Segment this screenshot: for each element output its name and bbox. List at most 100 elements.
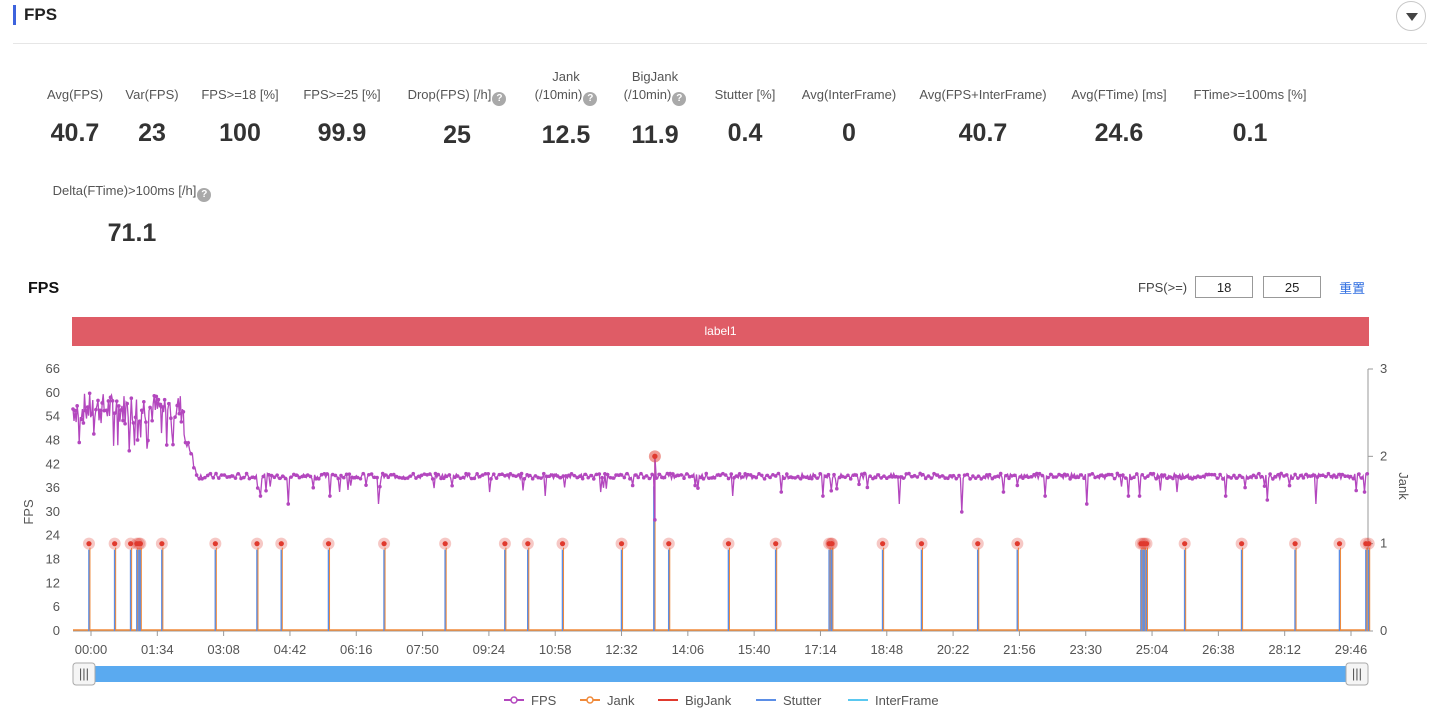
section-accent-bar (13, 5, 16, 25)
fps-point (608, 475, 613, 480)
fps-point (1332, 473, 1336, 477)
fps-point (1287, 483, 1292, 488)
legend-item-fps[interactable]: FPS (504, 693, 557, 708)
zoom-handle-right[interactable] (1345, 662, 1369, 686)
fps-point (230, 474, 235, 478)
fps-point (1318, 473, 1322, 478)
fps-point (837, 475, 842, 480)
fps-point (1021, 476, 1025, 480)
help-icon[interactable]: ? (492, 92, 507, 106)
fps-threshold-high-input[interactable] (1263, 276, 1322, 298)
jank-marker (1143, 541, 1150, 547)
fps-point (104, 408, 109, 413)
fps-point (662, 475, 667, 480)
fps-point (1134, 472, 1139, 476)
fps-point (458, 476, 463, 481)
fps-point (308, 474, 313, 479)
legend-item-jank[interactable]: Jank (580, 693, 635, 708)
metric-value: 11.9 (631, 121, 679, 149)
zoom-slider-track[interactable] (73, 666, 1368, 682)
fps-point (1301, 476, 1306, 480)
fps-point (127, 448, 132, 453)
label-band[interactable]: label1 (72, 317, 1369, 346)
fps-point (286, 502, 291, 506)
fps-point (572, 473, 577, 478)
fps-point (1176, 475, 1181, 479)
reset-link[interactable]: 重置 (1339, 280, 1366, 296)
fps-point (121, 418, 125, 423)
fps-point (650, 472, 654, 477)
fps-point (367, 472, 371, 477)
fps-point (893, 475, 897, 479)
fps-point (1201, 474, 1206, 479)
fps-point (425, 472, 429, 477)
zoom-handle-left[interactable] (72, 662, 96, 686)
legend-marker (586, 696, 594, 704)
fps-point (619, 473, 624, 477)
fps-point (909, 474, 914, 479)
metric-value: 99.9 (317, 119, 367, 147)
metric-fps-ge-25: FPS>=25 [%] 99.9 (296, 86, 388, 148)
fps-point (566, 473, 571, 478)
fps-point (541, 471, 546, 476)
fps-point (1065, 473, 1070, 477)
collapse-toggle-button[interactable] (1396, 1, 1426, 31)
fps-point (255, 486, 260, 490)
fps-point (996, 474, 1000, 478)
fps-point (1146, 474, 1150, 478)
fps-point (976, 474, 981, 478)
fps-point (489, 477, 493, 481)
fps-point (790, 475, 795, 480)
fps-point (1229, 476, 1234, 480)
jank-marker (112, 541, 118, 547)
fps-point (1129, 476, 1134, 481)
fps-point (1179, 476, 1184, 481)
fps-point (682, 476, 686, 481)
fps-point (1101, 474, 1106, 478)
legend-item-bigjank[interactable]: BigJank (658, 693, 732, 708)
jank-marker (278, 541, 284, 547)
fps-point (948, 474, 953, 478)
fps-point (416, 474, 421, 479)
fps-point (125, 401, 129, 406)
legend-item-stutter[interactable]: Stutter (756, 693, 822, 708)
fps-point (1001, 490, 1006, 494)
fps-point (589, 473, 593, 478)
jank-marker (618, 541, 625, 547)
fps-point (965, 472, 970, 477)
fps-point (1009, 474, 1014, 478)
fps-point (578, 474, 582, 479)
fps-point (921, 472, 925, 477)
fps-point (205, 473, 210, 478)
fps-point (1026, 475, 1031, 480)
fps-point (208, 471, 213, 476)
metric-value: 0 (842, 119, 856, 147)
help-icon[interactable]: ? (672, 92, 687, 106)
fps-point (394, 474, 399, 479)
fps-point (1215, 476, 1220, 480)
help-icon[interactable]: ? (197, 188, 212, 202)
fps-point (311, 485, 316, 490)
legend-item-interframe[interactable]: InterFrame (848, 693, 939, 708)
fps-point (946, 476, 950, 481)
fps-point (1165, 476, 1170, 481)
fps-point (1079, 473, 1084, 477)
chevron-down-icon (1406, 13, 1418, 21)
fps-point (436, 472, 441, 477)
fps-point (1084, 502, 1089, 506)
fps-point (1276, 472, 1281, 477)
fps-point (1018, 475, 1022, 479)
fps-point (530, 476, 535, 481)
x-tick-label: 29:46 (1335, 642, 1368, 657)
metric-avg-interframe: Avg(InterFrame) 0 (796, 86, 902, 148)
fps-point (1054, 475, 1059, 479)
fps-threshold-low-input[interactable] (1195, 276, 1254, 298)
fps-point (175, 403, 179, 408)
fps-point (500, 472, 504, 477)
fps-point (954, 476, 959, 481)
chart-title: FPS (28, 280, 60, 297)
fps-point (762, 477, 767, 481)
fps-point (533, 474, 538, 478)
help-icon[interactable]: ? (583, 92, 598, 106)
